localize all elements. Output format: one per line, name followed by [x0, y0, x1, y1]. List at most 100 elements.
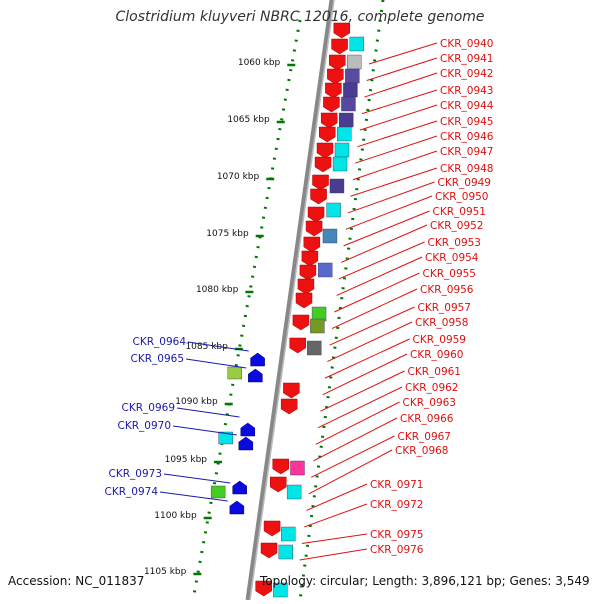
gene-label: CKR_0954 — [425, 252, 479, 264]
reverse-gene-arrow — [232, 480, 247, 495]
domain-box — [281, 526, 296, 542]
domain-box — [349, 36, 365, 52]
gene-label: CKR_0941 — [440, 53, 493, 65]
forward-gene-arrow — [255, 580, 272, 597]
scale-tick-label: 1080 kbp — [196, 285, 239, 295]
gene-label: CKR_0970 — [118, 420, 171, 432]
map-title: Clostridium kluyveri NBRC 12016, complet… — [115, 9, 485, 25]
domain-box — [307, 340, 322, 356]
gene-leader-line — [368, 42, 438, 65]
gene-leader-line — [315, 401, 400, 445]
domain-box — [278, 544, 293, 560]
forward-gene-arrow — [318, 126, 336, 143]
gene-label: CKR_0945 — [440, 116, 493, 128]
gene-label: CKR_0940 — [440, 38, 493, 50]
domain-box — [341, 96, 356, 112]
gene-label: CKR_0950 — [435, 191, 488, 203]
gene-label: CKR_0958 — [415, 317, 468, 329]
gene-leader-line — [357, 120, 438, 148]
gene-leader-line — [343, 210, 430, 247]
scale-dotted-line — [191, 19, 302, 601]
forward-gene-arrow — [303, 236, 321, 253]
gene-leader-line — [306, 483, 368, 511]
domain-box — [310, 318, 325, 334]
gene-leader-line — [176, 407, 240, 418]
gene-leader-line — [354, 135, 438, 164]
gene-label: CKR_0956 — [420, 284, 474, 296]
gene-leader-line — [317, 386, 403, 429]
gene-leader-line — [348, 181, 435, 214]
domain-box — [322, 228, 338, 244]
forward-gene-arrow — [301, 250, 319, 267]
forward-gene-arrow — [333, 22, 351, 39]
gene-label: CKR_0951 — [433, 206, 486, 218]
forward-gene-arrow — [310, 188, 327, 205]
forward-gene-arrow — [329, 54, 346, 71]
gene-leader-line — [341, 224, 428, 263]
gene-label: CKR_0948 — [440, 163, 493, 175]
forward-gene-arrow — [289, 337, 306, 354]
gene-leader-line — [320, 370, 405, 412]
reverse-gene-arrow — [238, 436, 254, 451]
gene-label: CKR_0963 — [403, 397, 456, 409]
domain-box — [210, 485, 226, 499]
gene-leader-line — [364, 72, 438, 98]
gene-label: CKR_0946 — [440, 131, 494, 143]
gene-label: CKR_0966 — [400, 413, 454, 425]
forward-gene-arrow — [292, 314, 310, 331]
gene-leader-line — [322, 353, 408, 396]
domain-box — [318, 262, 333, 278]
gene-leader-line — [327, 321, 413, 363]
gene-leader-line — [338, 241, 425, 280]
gene-leader-line — [310, 435, 395, 478]
topology-text: Topology: circular; Length: 3,896,121 bp… — [260, 574, 590, 588]
domain-box — [339, 112, 354, 128]
gene-label: CKR_0967 — [398, 431, 451, 443]
forward-gene-arrow — [327, 68, 344, 85]
scale-tick-label: 1065 kbp — [227, 115, 270, 125]
forward-gene-arrow — [314, 156, 332, 173]
gene-leader-line — [350, 167, 438, 197]
gene-label: CKR_0960 — [410, 349, 463, 361]
gene-leader-line — [334, 272, 420, 313]
domain-box — [329, 178, 345, 194]
gene-label: CKR_0972 — [370, 499, 423, 511]
gene-label: CKR_0962 — [405, 382, 458, 394]
gene-label: CKR_0964 — [133, 336, 187, 348]
scale-tick-label: 1085 kbp — [185, 342, 228, 352]
gene-label: CKR_0959 — [413, 334, 466, 346]
gene-leader-line — [163, 473, 231, 484]
gene-leader-line — [185, 358, 247, 369]
gene-label: CKR_0957 — [418, 302, 471, 314]
gene-label: CKR_0953 — [428, 237, 481, 249]
forward-gene-arrow — [269, 476, 287, 493]
gene-label: CKR_0952 — [430, 220, 483, 232]
forward-gene-arrow — [297, 278, 315, 295]
gene-leader-line — [324, 338, 410, 379]
gene-label: CKR_0969 — [122, 402, 175, 414]
gene-label: CKR_0976 — [370, 544, 424, 556]
gene-leader-line — [187, 341, 249, 352]
gene-leader-line — [345, 195, 433, 230]
scale-tick-label: 1075 kbp — [206, 229, 249, 239]
scale-tick-label: 1105 kbp — [144, 567, 187, 577]
reverse-gene-arrow — [229, 500, 245, 515]
gene-leader-line — [308, 449, 393, 495]
domain-box — [334, 142, 350, 158]
domain-box — [343, 82, 358, 98]
gene-label: CKR_0943 — [440, 85, 493, 97]
forward-gene-arrow — [307, 206, 325, 223]
domain-box — [227, 366, 242, 380]
gene-leader-line — [352, 150, 438, 181]
forward-gene-arrow — [260, 542, 278, 559]
scale-tick-label: 1090 kbp — [175, 397, 218, 407]
forward-gene-arrow — [316, 142, 334, 159]
gene-leader-line — [301, 533, 368, 544]
gene-label: CKR_0975 — [370, 529, 423, 541]
genome-backbone — [245, 0, 335, 601]
gene-leader-line — [361, 89, 438, 115]
gene-leader-line — [304, 503, 368, 528]
forward-gene-arrow — [295, 292, 313, 309]
